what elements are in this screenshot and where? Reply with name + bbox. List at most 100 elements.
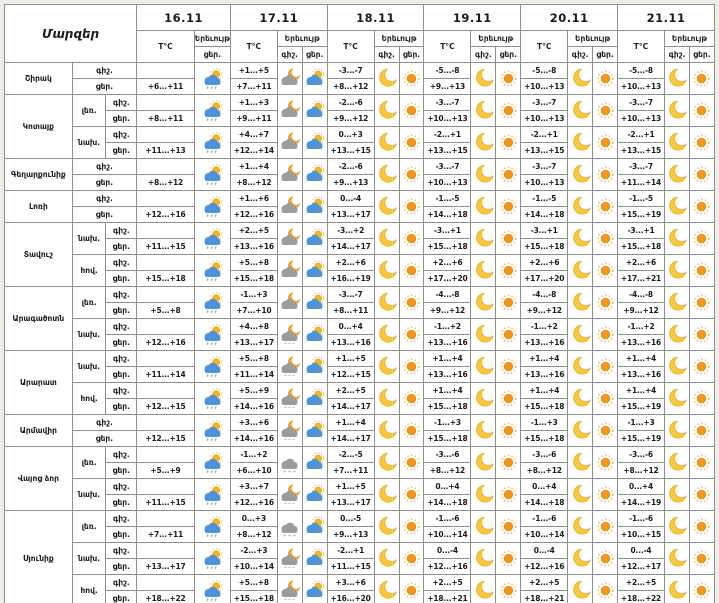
clear-day-sun-icon [495,510,522,543]
clear-day-sun-icon [398,158,425,191]
night-row-label: գիշ. [105,350,138,367]
sun-behind-cloud-icon [301,318,328,351]
clear-day-sun-icon [688,254,716,287]
night-temp-cell: -4...-8 [617,286,665,303]
clear-day-sun-icon [398,510,425,543]
clear-night-moon-icon [663,350,690,383]
night-temp-cell: -3...-7 [520,158,569,175]
clear-night-moon-icon [373,286,400,319]
day-temp-cell: +12...+15 [326,366,375,383]
day-temp-cell: +13...+17 [326,206,375,223]
night-temp-cell: -3...-6 [520,446,569,463]
moon-behind-cloud-drizzle-icon [276,414,303,447]
day-temp-cell: +9...+13 [326,174,375,191]
clear-night-moon-icon [373,350,400,383]
night-temp-cell: 0...-4 [520,542,569,559]
clear-night-moon-icon [470,94,497,127]
clear-day-sun-icon [688,446,716,479]
night-temp-cell: +1...+4 [326,414,375,431]
night-temp-cell: +5...+8 [229,574,278,591]
night-temp-cell: +2...+6 [423,254,472,271]
zone-label: նախ. [71,350,107,383]
night-temp-cell-empty [136,542,195,559]
day-temp-cell: +12...+16 [229,206,278,223]
phenomenon-column-header: Երեւույթ [567,30,619,47]
day-temp-cell: +9...+11 [229,110,278,127]
sun-behind-cloud-icon [301,414,328,447]
clear-day-sun-icon [495,478,522,511]
day-temp-cell: +15...+18 [520,238,569,255]
region-name: Վայոց ձոր [4,446,73,511]
night-temp-cell: -2...-6 [326,94,375,111]
day-temp-cell: +10...+13 [617,78,665,95]
moon-behind-cloud-drizzle-icon [276,478,303,511]
day-temp-cell: +15...+18 [423,430,472,447]
clear-night-moon-icon [373,414,400,447]
day-subcolumn-header: ցեր. [495,46,522,63]
sun-behind-cloud-icon [301,574,328,603]
day-temp-cell: +14...+18 [520,206,569,223]
night-temp-cell: +1...+6 [229,190,278,207]
night-temp-cell-empty [136,94,195,111]
day-temp-cell: +8...+12 [229,526,278,543]
phenomenon-column-header: Երեւույթ [276,30,328,47]
night-temp-cell: +1...+4 [423,350,472,367]
clear-day-sun-icon [688,94,716,127]
night-row-label: գիշ. [71,414,138,431]
clear-day-sun-icon [592,510,619,543]
sun-behind-rain-cloud-icon [193,222,231,255]
clear-night-moon-icon [373,62,400,95]
clear-day-sun-icon [688,382,716,415]
sun-behind-rain-cloud-icon [193,510,231,543]
day-temp-cell: +15...+18 [423,238,472,255]
phenomenon-column-header: Երեւույթ [373,30,425,47]
day-temp-cell: +7...+11 [326,462,375,479]
clear-day-sun-icon [688,542,716,575]
zone-label: լեռ. [71,94,107,127]
day-temp-cell: +12...+16 [423,558,472,575]
clear-day-sun-icon [592,158,619,191]
day-row-label: ցեր. [105,590,138,603]
clear-day-sun-icon [495,318,522,351]
night-temp-cell-empty [136,158,195,175]
day-temp-cell: +10...+14 [423,526,472,543]
clear-night-moon-icon [470,190,497,223]
sun-behind-cloud-icon [301,478,328,511]
clear-night-moon-icon [470,126,497,159]
day-temp-cell: +13...+16 [423,334,472,351]
zone-label: հով. [71,574,107,603]
clear-night-moon-icon [663,222,690,255]
night-temp-cell: -1...-5 [423,190,472,207]
night-temp-cell: +2...+5 [229,222,278,239]
night-temp-cell: -2...-5 [326,446,375,463]
day-row-label: ցեր. [71,78,138,95]
day-temp-cell: +11...+14 [229,366,278,383]
clear-night-moon-icon [567,350,594,383]
clear-night-moon-icon [663,318,690,351]
clear-night-moon-icon [567,158,594,191]
night-temp-cell: -3...-7 [617,158,665,175]
sun-behind-cloud-icon [301,94,328,127]
day-temp-cell: +15...+19 [617,398,665,415]
region-name: Շիրակ [4,62,73,95]
clear-day-sun-icon [592,446,619,479]
night-temp-cell: +2...+5 [423,574,472,591]
night-temp-cell: -1...-5 [520,190,569,207]
sun-behind-cloud-icon [301,286,328,319]
clear-day-sun-icon [688,286,716,319]
night-temp-cell: +3...+7 [229,478,278,495]
zone-label: լեռ. [71,286,107,319]
day-temp-cell: +13...+16 [520,334,569,351]
clear-night-moon-icon [470,318,497,351]
night-temp-cell: +2...+5 [520,574,569,591]
day-temp-cell: +8...+12 [423,462,472,479]
day-temp-cell: +9...+12 [326,110,375,127]
clear-day-sun-icon [592,222,619,255]
clear-day-sun-icon [592,478,619,511]
day-row-label: ցեր. [105,302,138,319]
night-temp-cell: -1...+3 [617,414,665,431]
clear-night-moon-icon [663,478,690,511]
moon-behind-cloud-drizzle-icon [276,574,303,603]
day-temp-cell: +8...+11 [326,302,375,319]
clear-day-sun-icon [688,574,716,603]
